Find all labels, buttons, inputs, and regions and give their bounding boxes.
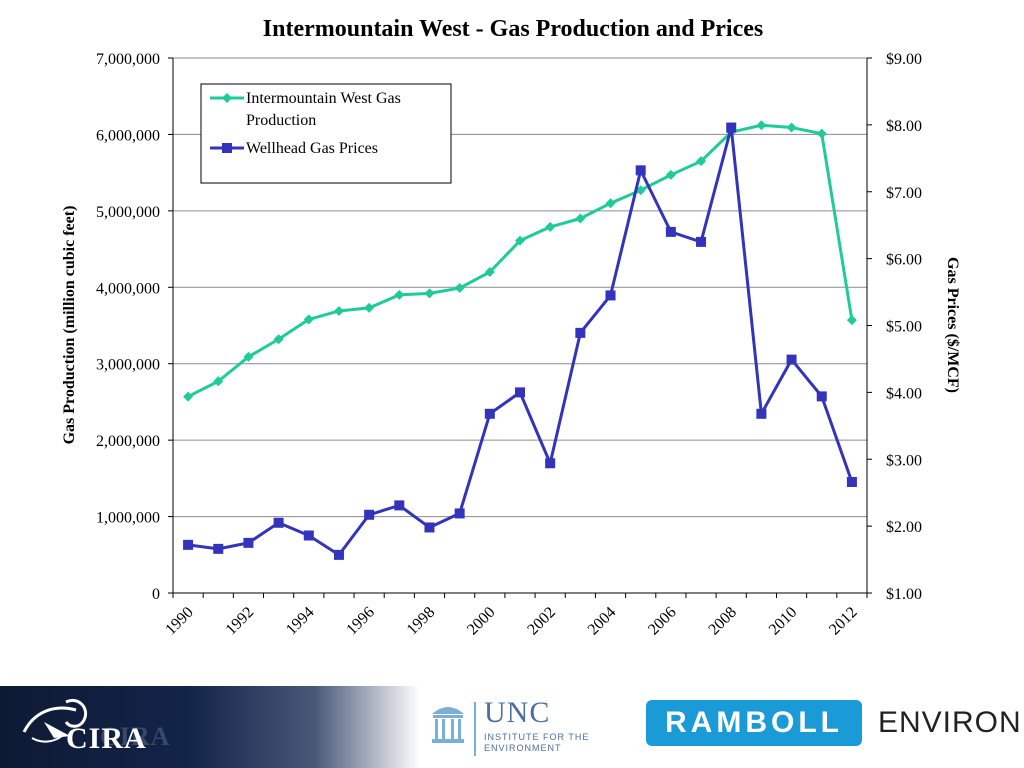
y-left-tick-label: 2,000,000 xyxy=(96,433,160,450)
data-point xyxy=(635,185,646,196)
environ-logo: ENVIRON xyxy=(878,706,1022,739)
x-tick-label: 2008 xyxy=(705,604,740,639)
data-point xyxy=(575,327,586,338)
x-tick-label: 2010 xyxy=(766,604,801,639)
old-well-icon xyxy=(432,707,464,743)
data-point xyxy=(183,391,194,402)
data-point xyxy=(243,537,254,548)
ramboll-logo: RAMBOLL xyxy=(646,700,862,746)
data-point xyxy=(424,288,435,299)
data-point xyxy=(605,198,616,209)
x-tick-label: 1996 xyxy=(343,604,378,639)
unc-logo: UNC INSTITUTE FOR THE ENVIRONMENT xyxy=(430,696,610,762)
data-point xyxy=(273,334,284,345)
y-right-tick-label: $8.00 xyxy=(886,118,922,135)
data-point xyxy=(183,539,194,550)
y-left-tick-label: 4,000,000 xyxy=(96,280,160,297)
data-point xyxy=(515,235,525,246)
chart-title: Intermountain West - Gas Production and … xyxy=(263,16,763,42)
data-point xyxy=(575,213,586,224)
data-point xyxy=(394,289,405,300)
series xyxy=(183,120,857,560)
data-point xyxy=(756,120,767,131)
footer-logos: CIRA CIRA UNC INSTITUTE FOR THE ENVIRONM… xyxy=(0,686,1024,768)
y-left-tick-label: 7,000,000 xyxy=(96,51,160,68)
data-point xyxy=(364,509,375,520)
y-right-tick-label: $7.00 xyxy=(886,185,922,202)
data-point xyxy=(454,283,465,294)
legend: Intermountain West Gas Production Wellhea… xyxy=(200,83,452,184)
data-point xyxy=(786,354,797,365)
y-left-tick-label: 6,000,000 xyxy=(96,127,160,144)
data-point xyxy=(605,290,616,301)
legend-marker-production xyxy=(222,93,232,103)
unc-name: UNC xyxy=(484,696,551,729)
data-point xyxy=(243,351,254,362)
y-right-tick-label: $3.00 xyxy=(886,452,922,469)
axes xyxy=(168,57,872,598)
data-point xyxy=(696,156,707,167)
data-point xyxy=(515,387,525,398)
x-tick-label: 1992 xyxy=(223,604,258,639)
data-point xyxy=(665,169,676,180)
y-right-tick-label: $1.00 xyxy=(886,586,922,603)
legend-label-prices: Wellhead Gas Prices xyxy=(246,140,378,157)
legend-marker-prices xyxy=(222,143,232,153)
data-point xyxy=(273,517,284,528)
unc-subtitle: INSTITUTE FOR THE ENVIRONMENT xyxy=(484,732,590,753)
data-point xyxy=(484,267,495,277)
data-point xyxy=(454,508,465,519)
data-point xyxy=(726,122,737,133)
x-tick-label: 1998 xyxy=(404,604,439,639)
data-point xyxy=(303,530,314,541)
x-tick-label: 1990 xyxy=(162,604,197,639)
unc-divider xyxy=(474,702,476,756)
legend-box xyxy=(200,83,452,184)
y-right-tick-label: $4.00 xyxy=(886,385,922,402)
data-point xyxy=(696,236,707,247)
legend-label-production: Intermountain West Gas Production xyxy=(246,90,401,129)
cira-logo-icon xyxy=(22,699,87,743)
data-point xyxy=(333,305,344,316)
y-right-tick-label: $2.00 xyxy=(886,519,922,536)
data-point xyxy=(786,122,797,133)
data-point xyxy=(665,226,676,237)
data-point xyxy=(484,408,495,419)
y-axis-right-title: Gas Prices ($/MCF) xyxy=(944,257,961,393)
data-point xyxy=(635,165,646,176)
x-tick-label: 2002 xyxy=(524,604,559,639)
y-left-tick-label: 5,000,000 xyxy=(96,204,160,221)
y-right-tick-label: $5.00 xyxy=(886,319,922,336)
data-point xyxy=(816,128,827,139)
x-tick-label: 2006 xyxy=(645,604,680,639)
y-left-tick-label: 3,000,000 xyxy=(96,357,160,374)
x-tick-label: 2000 xyxy=(464,604,499,639)
data-point xyxy=(213,543,224,554)
cira-logo-text: CIRA xyxy=(66,722,147,755)
data-point xyxy=(756,408,767,419)
data-point xyxy=(545,221,556,232)
data-point xyxy=(846,476,857,487)
data-point xyxy=(846,315,857,326)
x-tick-label: 1994 xyxy=(283,604,318,639)
series-line-1 xyxy=(187,126,854,557)
y-axis-left-title: Gas Production (million cubic feet) xyxy=(61,206,78,445)
data-point xyxy=(394,500,405,511)
y-left-tick-label: 1,000,000 xyxy=(96,510,160,527)
data-point xyxy=(213,376,224,387)
x-tick-label: 2004 xyxy=(585,604,620,639)
x-tick-label: 2012 xyxy=(826,604,861,639)
y-right-tick-label: $9.00 xyxy=(886,51,922,68)
data-point xyxy=(424,522,435,533)
cira-shadow-text: CIRA xyxy=(100,722,171,751)
y-right-tick-label: $6.00 xyxy=(886,252,922,269)
data-point xyxy=(816,391,827,402)
data-point xyxy=(364,302,375,313)
chart: Intermountain West - Gas Production and … xyxy=(61,16,961,639)
data-point xyxy=(333,549,344,560)
data-point xyxy=(545,458,556,469)
data-point xyxy=(303,314,314,325)
y-left-tick-label: 0 xyxy=(152,586,160,603)
